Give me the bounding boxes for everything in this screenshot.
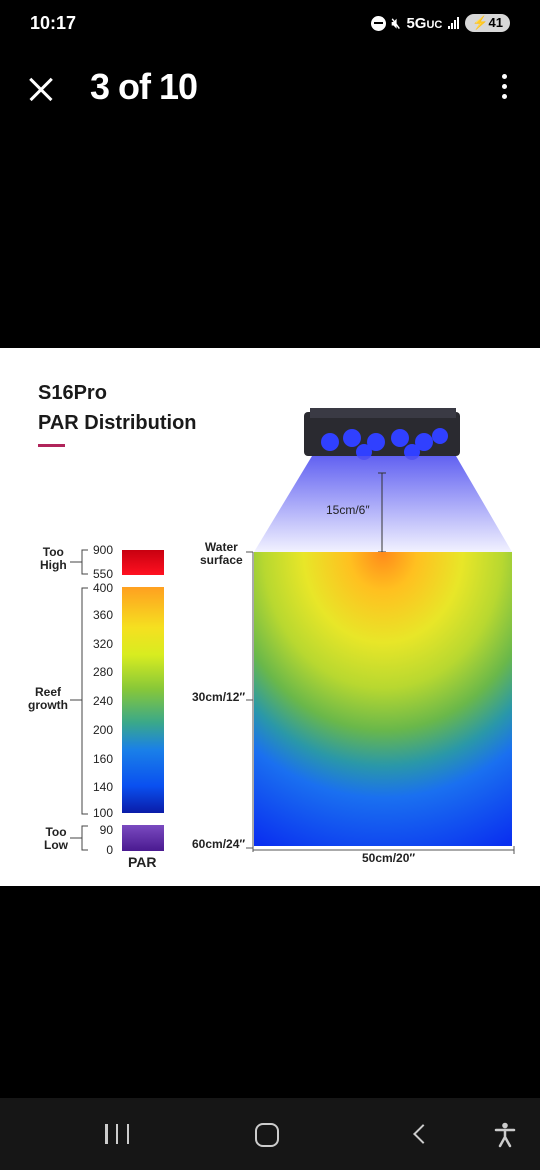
tick-label: 200 (92, 723, 113, 737)
tick-label: 400 (92, 581, 113, 595)
tick-label: 0 (106, 843, 113, 857)
accessibility-icon[interactable] (494, 1122, 516, 1148)
par-figure (70, 408, 515, 854)
tick-label: 320 (92, 637, 113, 651)
tick-label: 900 (92, 543, 113, 557)
viewer-header: 3 of 10 (0, 60, 540, 116)
battery-level: 41 (488, 15, 503, 30)
more-options-icon[interactable] (494, 74, 514, 108)
back-icon[interactable] (410, 1124, 430, 1144)
status-time: 10:17 (30, 13, 77, 33)
tick-label: 140 (92, 780, 113, 794)
image-panel[interactable]: S16Pro PAR Distribution (0, 348, 540, 886)
tick-label: 550 (92, 567, 113, 581)
network-suffix: UC (426, 18, 443, 31)
tick-label: 360 (92, 608, 113, 622)
depth-mid-label: 30cm/12″ (192, 690, 246, 704)
page-counter: 3 of 10 (90, 66, 198, 107)
tick-label: 280 (92, 665, 113, 679)
recents-icon[interactable] (105, 1124, 129, 1144)
water-surface-label: Water surface (200, 540, 243, 567)
too-low-label: Too Low (44, 825, 68, 852)
figure-title: S16Pro (38, 382, 107, 404)
close-icon[interactable] (24, 72, 58, 106)
network-label: 5GUC (406, 15, 442, 32)
title-underline (38, 444, 65, 447)
too-high-bar (122, 550, 164, 575)
depth-bottom-label: 60cm/24″ (192, 837, 246, 851)
reef-growth-label: Reef growth (28, 685, 68, 712)
do-not-disturb-icon (370, 15, 386, 31)
figure-subtitle: PAR Distribution (38, 412, 197, 434)
status-bar: 10:17 🔇︎ 5GUC ⚡41 (0, 0, 540, 44)
width-label: 50cm/20″ (362, 851, 416, 865)
tick-label: 90 (99, 823, 113, 837)
home-icon[interactable] (255, 1123, 279, 1147)
mute-icon: 🔇︎ (391, 14, 401, 31)
navigation-bar (0, 1098, 540, 1170)
par-axis-label: PAR (128, 854, 157, 870)
too-high-label: Too High (40, 545, 67, 572)
reef-growth-bar (122, 587, 164, 813)
distance-label: 15cm/6″ (326, 503, 370, 517)
signal-icon (448, 17, 460, 29)
too-low-bar (122, 825, 164, 851)
battery-icon: ⚡41 (465, 14, 510, 32)
tick-label: 240 (92, 694, 113, 708)
tick-label: 100 (92, 806, 113, 820)
water-volume (254, 552, 512, 846)
status-icons: 🔇︎ 5GUC ⚡41 (370, 14, 510, 32)
network-type: 5G (406, 14, 427, 32)
tick-label: 160 (92, 752, 113, 766)
